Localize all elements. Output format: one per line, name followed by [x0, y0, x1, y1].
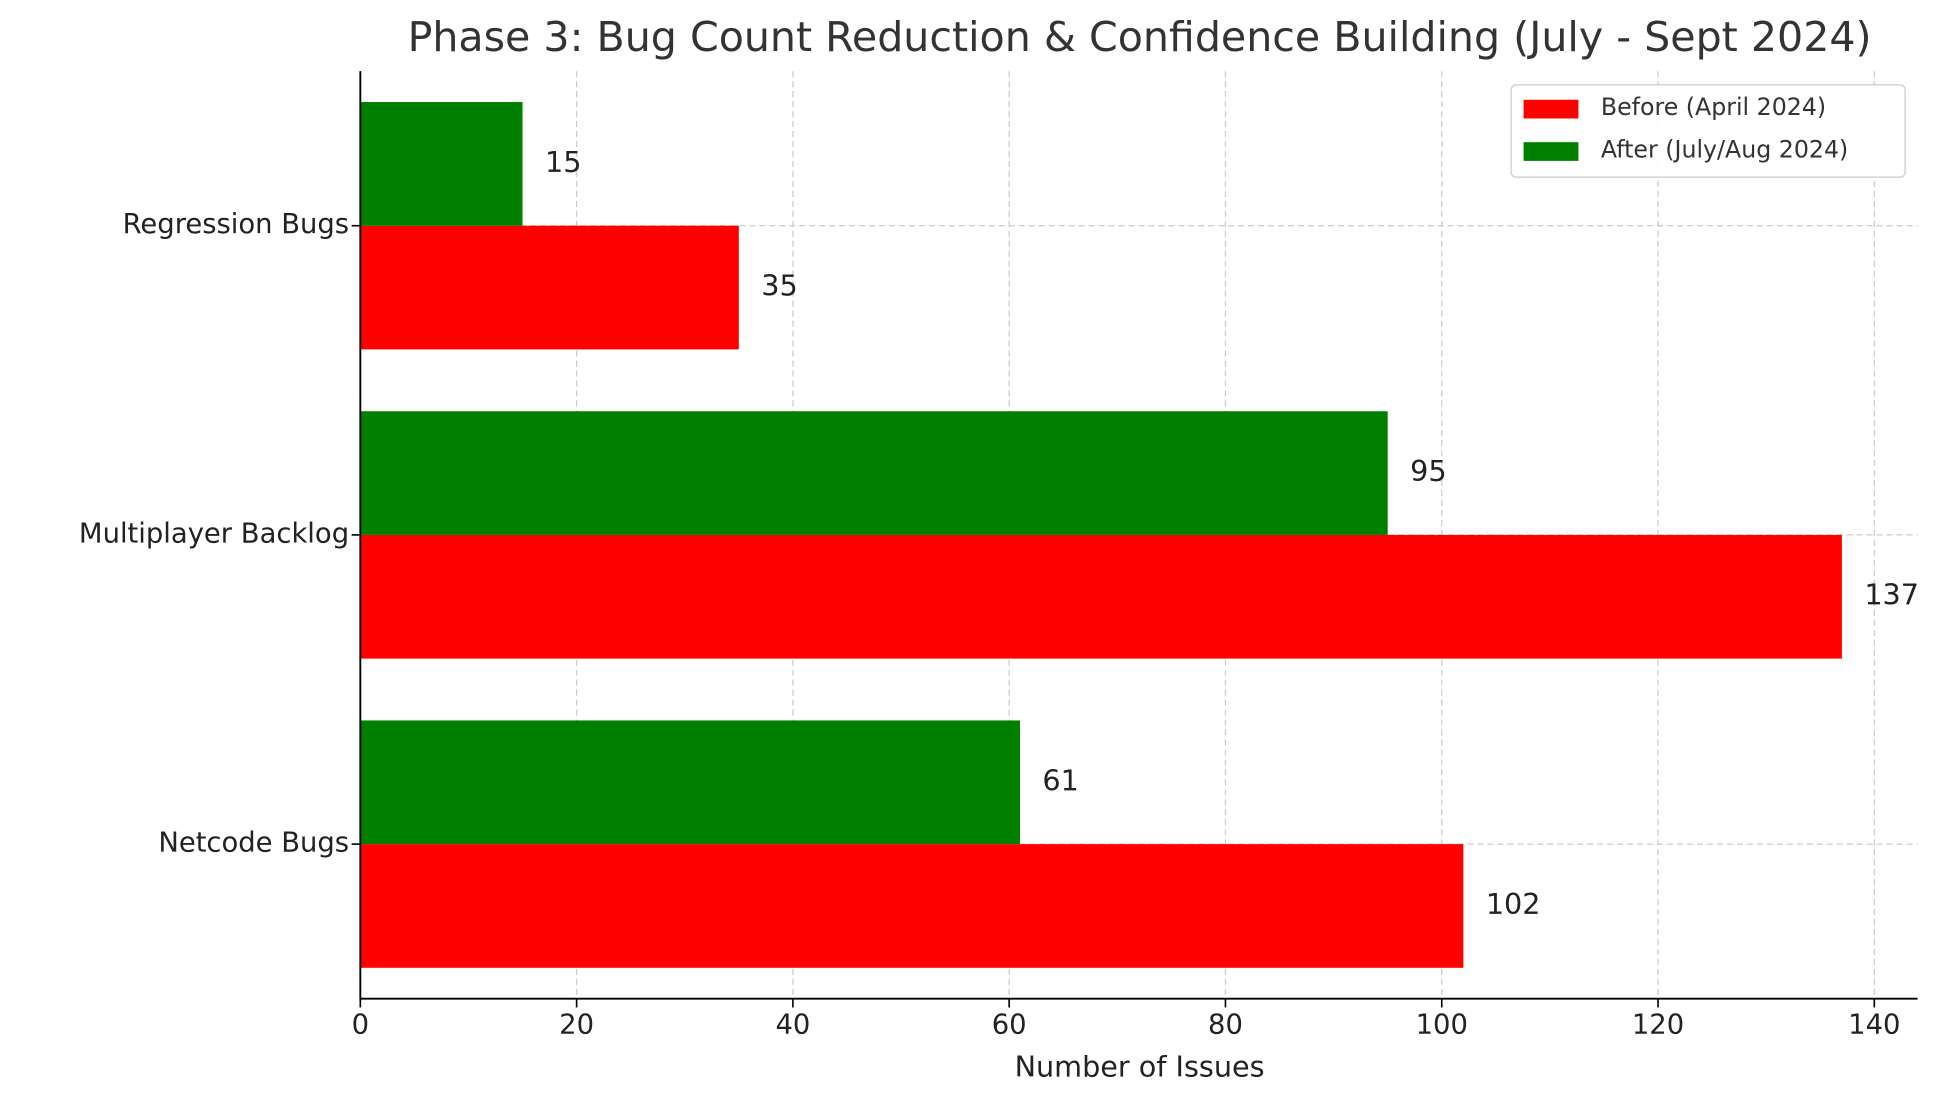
y-tick-label: Multiplayer Backlog — [79, 518, 349, 549]
y-tick-label: Regression Bugs — [123, 209, 349, 240]
data-label: 95 — [1410, 454, 1446, 488]
bar — [360, 844, 1464, 968]
data-label: 15 — [545, 145, 581, 179]
legend-swatch — [1523, 142, 1579, 161]
x-tick-label: 0 — [352, 1010, 369, 1041]
bar — [360, 411, 1388, 535]
x-axis-label: Number of Issues — [1015, 1050, 1265, 1084]
data-label: 137 — [1864, 578, 1919, 612]
x-tick-label: 120 — [1632, 1010, 1684, 1041]
x-tick-label: 20 — [559, 1010, 594, 1041]
data-label: 102 — [1486, 887, 1541, 921]
x-tick-label: 40 — [775, 1010, 810, 1041]
bar — [360, 225, 739, 350]
legend-label: After (July/Aug 2024) — [1601, 135, 1848, 163]
x-tick-label: 80 — [1208, 1010, 1243, 1041]
data-label: 35 — [761, 269, 797, 303]
x-tick-label: 100 — [1416, 1010, 1468, 1041]
bar — [360, 534, 1842, 659]
chart-title: Phase 3: Bug Count Reduction & Confidenc… — [408, 13, 1872, 61]
data-label: 61 — [1042, 763, 1078, 797]
bar — [360, 102, 523, 226]
legend-label: Before (April 2024) — [1601, 93, 1826, 121]
legend-box — [1510, 84, 1906, 178]
x-tick-label: 60 — [992, 1010, 1027, 1041]
legend-swatch — [1523, 99, 1579, 119]
bar — [360, 720, 1020, 845]
y-tick-label: Netcode Bugs — [158, 828, 349, 859]
x-tick-label: 140 — [1848, 1010, 1900, 1041]
